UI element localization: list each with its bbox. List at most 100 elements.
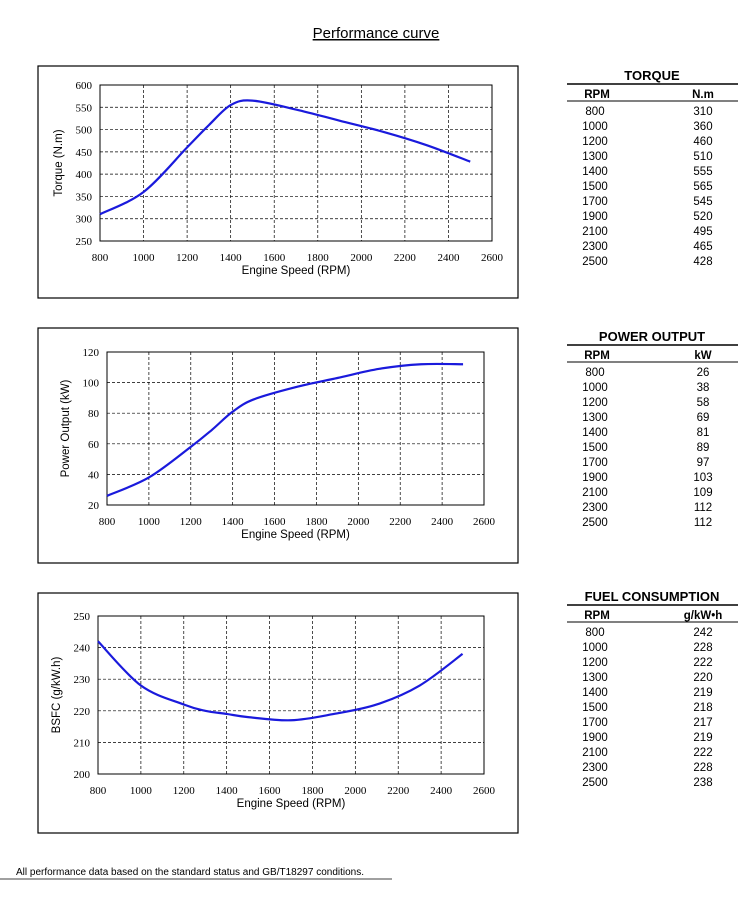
table-cell: 218 bbox=[693, 702, 712, 714]
table-cell: 1200 bbox=[582, 657, 608, 669]
x-axis-label: Engine Speed (RPM) bbox=[237, 798, 346, 810]
column-header: g/kW•h bbox=[684, 610, 723, 622]
x-tick-label: 1200 bbox=[176, 252, 199, 264]
table-cell: 1300 bbox=[582, 151, 608, 163]
table-cell: 242 bbox=[693, 627, 712, 639]
table-cell: 220 bbox=[693, 672, 712, 684]
table-cell: 1500 bbox=[582, 702, 608, 714]
y-tick-label: 230 bbox=[74, 674, 91, 686]
table-cell: 219 bbox=[693, 687, 712, 699]
x-tick-label: 1600 bbox=[259, 785, 282, 797]
x-tick-label: 800 bbox=[99, 516, 116, 528]
table-cell: 1400 bbox=[582, 427, 608, 439]
x-tick-label: 1600 bbox=[264, 516, 287, 528]
table-cell: 38 bbox=[697, 382, 710, 394]
table-cell: 58 bbox=[697, 397, 710, 409]
y-tick-label: 40 bbox=[88, 469, 100, 481]
y-axis-label: Torque (N.m) bbox=[53, 129, 65, 196]
table-cell: 97 bbox=[697, 457, 710, 469]
x-tick-label: 2600 bbox=[473, 516, 496, 528]
x-tick-label: 2200 bbox=[394, 252, 417, 264]
table-cell: 1400 bbox=[582, 687, 608, 699]
column-header: RPM bbox=[584, 610, 610, 622]
table-cell: 2300 bbox=[582, 762, 608, 774]
x-tick-label: 1800 bbox=[307, 252, 330, 264]
table-cell: 1900 bbox=[582, 732, 608, 744]
table-cell: 520 bbox=[693, 211, 712, 223]
table-cell: 460 bbox=[693, 136, 712, 148]
y-tick-label: 350 bbox=[76, 191, 93, 203]
table-cell: 228 bbox=[693, 762, 712, 774]
data-line bbox=[99, 99, 471, 216]
table-cell: 495 bbox=[693, 226, 712, 238]
y-tick-label: 200 bbox=[74, 769, 91, 781]
y-tick-label: 210 bbox=[74, 737, 91, 749]
table-cell: 1500 bbox=[582, 181, 608, 193]
y-tick-label: 120 bbox=[83, 347, 100, 359]
table-cell: 1700 bbox=[582, 196, 608, 208]
table-cell: 2100 bbox=[582, 487, 608, 499]
x-tick-label: 2400 bbox=[431, 516, 454, 528]
page-title: Performance curve bbox=[313, 25, 440, 42]
x-tick-label: 1800 bbox=[305, 516, 328, 528]
x-tick-label: 1200 bbox=[173, 785, 196, 797]
y-tick-label: 600 bbox=[76, 80, 93, 92]
x-tick-label: 1400 bbox=[222, 516, 245, 528]
table-cell: 1300 bbox=[582, 672, 608, 684]
table-cell: 222 bbox=[693, 657, 712, 669]
y-tick-label: 20 bbox=[88, 500, 100, 512]
table-title: TORQUE bbox=[624, 68, 680, 83]
table-cell: 2500 bbox=[582, 777, 608, 789]
table-title: POWER OUTPUT bbox=[599, 329, 705, 344]
table-cell: 222 bbox=[693, 747, 712, 759]
table-cell: 510 bbox=[693, 151, 712, 163]
column-header: RPM bbox=[584, 350, 610, 362]
x-tick-label: 2200 bbox=[389, 516, 412, 528]
column-header: RPM bbox=[584, 89, 610, 101]
y-tick-label: 450 bbox=[76, 147, 93, 159]
table-cell: 2100 bbox=[582, 226, 608, 238]
table-cell: 103 bbox=[693, 472, 712, 484]
table-cell: 555 bbox=[693, 166, 712, 178]
table-cell: 2300 bbox=[582, 241, 608, 253]
plot-frame bbox=[106, 351, 485, 506]
table-cell: 238 bbox=[693, 777, 712, 789]
y-tick-label: 250 bbox=[74, 611, 91, 623]
table-cell: 2500 bbox=[582, 517, 608, 529]
x-tick-label: 2400 bbox=[430, 785, 453, 797]
table-cell: 465 bbox=[693, 241, 712, 253]
x-tick-label: 2000 bbox=[347, 516, 370, 528]
table-cell: 1300 bbox=[582, 412, 608, 424]
table-cell: 565 bbox=[693, 181, 712, 193]
chart-frame bbox=[37, 65, 519, 299]
table-title: FUEL CONSUMPTION bbox=[585, 589, 720, 604]
plot-frame bbox=[99, 84, 493, 242]
y-tick-label: 250 bbox=[76, 236, 93, 248]
y-tick-label: 550 bbox=[76, 102, 93, 114]
x-tick-label: 1400 bbox=[216, 785, 239, 797]
table-cell: 1500 bbox=[582, 442, 608, 454]
y-tick-label: 300 bbox=[76, 214, 93, 226]
x-tick-label: 1600 bbox=[263, 252, 286, 264]
x-tick-label: 1200 bbox=[180, 516, 203, 528]
y-tick-label: 60 bbox=[88, 439, 100, 451]
x-tick-label: 2600 bbox=[473, 785, 496, 797]
table-cell: 2500 bbox=[582, 256, 608, 268]
chart-frame bbox=[37, 327, 519, 564]
table-cell: 89 bbox=[697, 442, 710, 454]
table-cell: 1700 bbox=[582, 717, 608, 729]
x-tick-label: 1000 bbox=[130, 785, 153, 797]
table-cell: 219 bbox=[693, 732, 712, 744]
x-tick-label: 1400 bbox=[220, 252, 243, 264]
table-cell: 69 bbox=[697, 412, 710, 424]
x-tick-label: 1800 bbox=[301, 785, 324, 797]
x-axis-label: Engine Speed (RPM) bbox=[241, 529, 350, 541]
table-cell: 26 bbox=[697, 367, 710, 379]
x-tick-label: 2000 bbox=[350, 252, 373, 264]
table-cell: 1000 bbox=[582, 642, 608, 654]
table-cell: 217 bbox=[693, 717, 712, 729]
table-cell: 112 bbox=[694, 502, 712, 514]
x-tick-label: 2600 bbox=[481, 252, 504, 264]
table-cell: 1000 bbox=[582, 382, 608, 394]
